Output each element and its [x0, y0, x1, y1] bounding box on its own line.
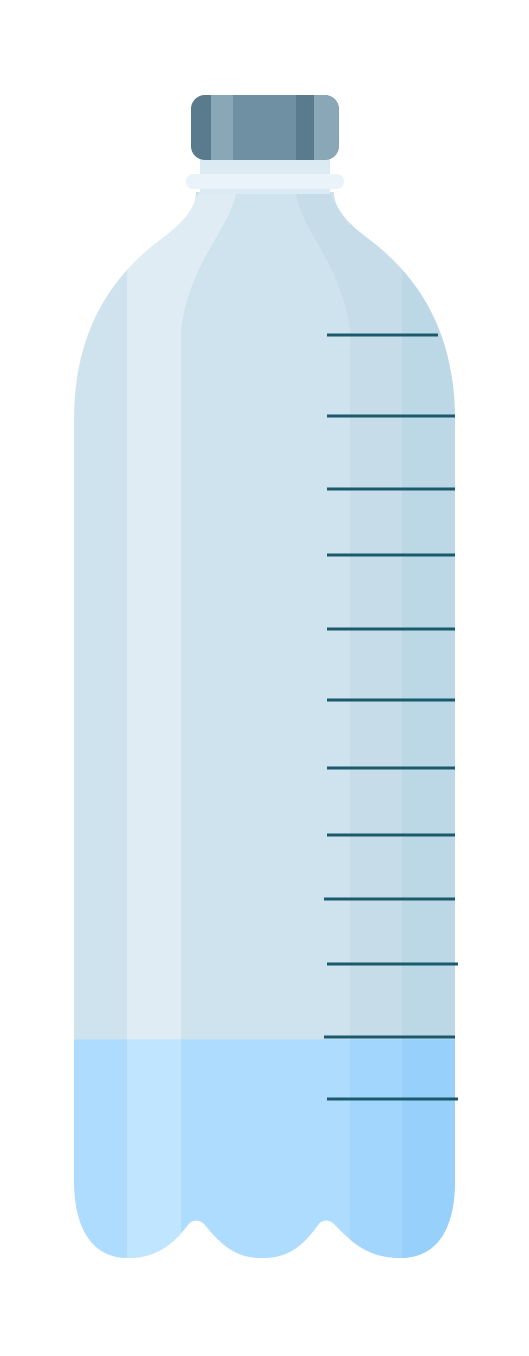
- bottle-body: [74, 192, 455, 1258]
- neck-ring: [186, 174, 344, 189]
- water: [74, 1039, 455, 1258]
- bottle-cap: [191, 95, 339, 160]
- measurement-ticks: [324, 333, 458, 1101]
